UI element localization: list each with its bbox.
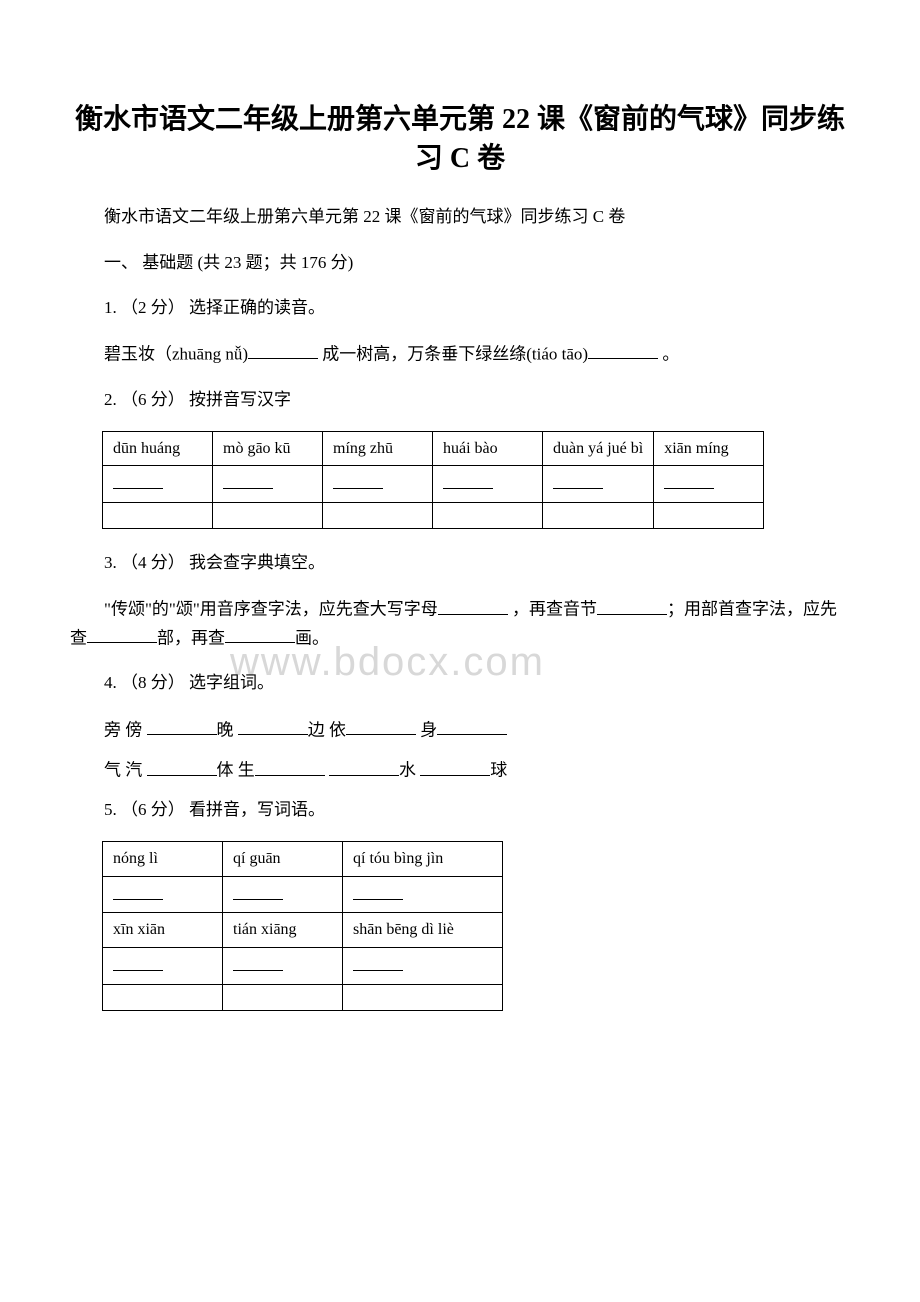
table-row: dūn huáng mò gāo kū míng zhū huái bào du… xyxy=(103,431,764,466)
q2-cell: xiān míng xyxy=(654,431,764,466)
table-row: nóng lì qí guān qí tóu bìng jìn xyxy=(103,841,503,876)
q4-header: 4. （8 分） 选字组词。 xyxy=(70,669,850,696)
q4-blank[interactable] xyxy=(437,715,507,735)
q3-text1: "传颂"的"颂"用音序查字法，应先查大写字母 xyxy=(104,600,438,619)
q5-answer-cell[interactable] xyxy=(223,876,343,913)
q3-blank2[interactable] xyxy=(597,594,667,614)
q5-empty-cell xyxy=(343,984,503,1010)
q5-answer-cell[interactable] xyxy=(103,947,223,984)
q2-table: dūn huáng mò gāo kū míng zhū huái bào du… xyxy=(102,431,764,529)
q5-cell: qí tóu bìng jìn xyxy=(343,841,503,876)
q3-content: "传颂"的"颂"用音序查字法，应先查大写字母 ，再查音节；用部首查字法，应先查部… xyxy=(70,594,850,651)
q4-line2: 气 汽 体 生 水 球 xyxy=(70,755,850,784)
q4-blank[interactable] xyxy=(238,715,308,735)
q3-blank4[interactable] xyxy=(225,623,295,643)
q1-text3: 。 xyxy=(658,344,679,363)
q3-blank1[interactable] xyxy=(438,594,508,614)
q4-l2-a: 气 汽 xyxy=(104,761,147,780)
q5-answer-cell[interactable] xyxy=(103,876,223,913)
q2-empty-cell xyxy=(654,503,764,529)
q2-empty-cell xyxy=(213,503,323,529)
q2-cell: huái bào xyxy=(433,431,543,466)
q5-cell: nóng lì xyxy=(103,841,223,876)
q4-blank[interactable] xyxy=(255,755,325,775)
q5-table: nóng lì qí guān qí tóu bìng jìn xīn xiān… xyxy=(102,841,503,1011)
q5-empty-cell xyxy=(103,984,223,1010)
q3-text2: ，再查音节 xyxy=(508,600,597,619)
table-row xyxy=(103,876,503,913)
table-row xyxy=(103,503,764,529)
q5-empty-cell xyxy=(223,984,343,1010)
q5-answer-cell[interactable] xyxy=(343,876,503,913)
q3-text4: 部，再查 xyxy=(157,628,225,647)
q4-l2-b: 体 生 xyxy=(217,761,255,780)
q2-empty-cell xyxy=(543,503,654,529)
q5-cell: shān bēng dì liè xyxy=(343,913,503,948)
main-title: 衡水市语文二年级上册第六单元第 22 课《窗前的气球》同步练习 C 卷 xyxy=(70,100,850,178)
q4-blank[interactable] xyxy=(147,755,217,775)
q2-empty-cell xyxy=(323,503,433,529)
subtitle-para: 衡水市语文二年级上册第六单元第 22 课《窗前的气球》同步练习 C 卷 xyxy=(70,203,850,230)
q5-cell: xīn xiān xyxy=(103,913,223,948)
table-row xyxy=(103,947,503,984)
q2-cell: mò gāo kū xyxy=(213,431,323,466)
q1-blank2[interactable] xyxy=(588,339,658,359)
q1-content: 碧玉妆（zhuāng nǚ) 成一树高，万条垂下绿丝绦(tiáo tāo) 。 xyxy=(70,339,850,368)
q5-answer-cell[interactable] xyxy=(223,947,343,984)
q1-header: 1. （2 分） 选择正确的读音。 xyxy=(70,294,850,321)
q4-blank[interactable] xyxy=(147,715,217,735)
q2-cell: duàn yá jué bì xyxy=(543,431,654,466)
q2-answer-cell[interactable] xyxy=(323,466,433,503)
q4-l1-d: 身 xyxy=(416,720,437,739)
q4-blank[interactable] xyxy=(346,715,416,735)
q5-cell: qí guān xyxy=(223,841,343,876)
q1-blank1[interactable] xyxy=(248,339,318,359)
table-row: xīn xiān tián xiāng shān bēng dì liè xyxy=(103,913,503,948)
q5-header: 5. （6 分） 看拼音，写词语。 xyxy=(70,796,850,823)
q2-answer-cell[interactable] xyxy=(543,466,654,503)
q2-header: 2. （6 分） 按拼音写汉字 xyxy=(70,386,850,413)
q2-cell: dūn huáng xyxy=(103,431,213,466)
section-header: 一、 基础题 (共 23 题；共 176 分) xyxy=(70,249,850,276)
q5-cell: tián xiāng xyxy=(223,913,343,948)
q5-answer-cell[interactable] xyxy=(343,947,503,984)
q4-blank[interactable] xyxy=(420,755,490,775)
q4-blank[interactable] xyxy=(329,755,399,775)
q1-text2: 成一树高，万条垂下绿丝绦(tiáo tāo) xyxy=(318,344,588,363)
q2-answer-cell[interactable] xyxy=(654,466,764,503)
q3-text5: 画。 xyxy=(295,628,329,647)
q4-line1: 旁 傍 晚 边 依 身 xyxy=(70,715,850,744)
q4-l1-b: 晚 xyxy=(217,720,238,739)
q2-answer-cell[interactable] xyxy=(103,466,213,503)
q2-cell: míng zhū xyxy=(323,431,433,466)
q1-text1: 碧玉妆（zhuāng nǚ) xyxy=(104,344,248,363)
q4-l2-d: 水 xyxy=(399,761,420,780)
q4-l1-c: 边 依 xyxy=(308,720,346,739)
q3-header: 3. （4 分） 我会查字典填空。 xyxy=(70,549,850,576)
table-row xyxy=(103,466,764,503)
table-row xyxy=(103,984,503,1010)
q3-blank3[interactable] xyxy=(87,623,157,643)
q2-empty-cell xyxy=(433,503,543,529)
q2-answer-cell[interactable] xyxy=(213,466,323,503)
q4-l1-a: 旁 傍 xyxy=(104,720,147,739)
q2-empty-cell xyxy=(103,503,213,529)
q4-l2-e: 球 xyxy=(490,761,507,780)
q2-answer-cell[interactable] xyxy=(433,466,543,503)
